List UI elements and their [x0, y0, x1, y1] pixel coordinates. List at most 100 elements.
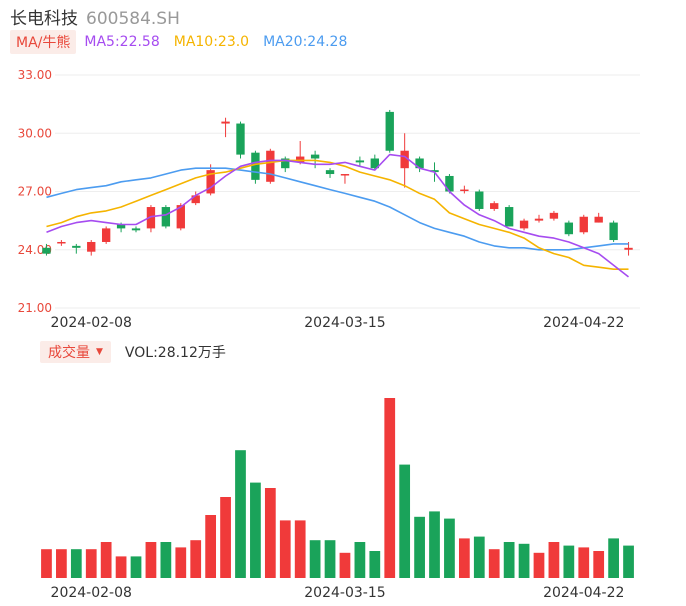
volume-bar: [563, 545, 575, 578]
ma10-label: MA10:23.0: [173, 34, 250, 50]
volume-bar: [264, 488, 276, 578]
candle-body: [355, 160, 365, 163]
volume-bar: [473, 536, 485, 578]
candle-body: [594, 216, 603, 223]
volume-bar: [354, 542, 366, 578]
ma20-label: MA20:24.28: [263, 34, 348, 50]
candle-body: [564, 222, 574, 235]
candle-body: [146, 207, 156, 229]
candle-body: [206, 170, 215, 194]
candle-body: [57, 241, 66, 244]
volume-bar: [56, 549, 67, 578]
x-tick-label: 2024-02-08: [51, 585, 132, 601]
volume-bar: [70, 549, 82, 578]
candle-body: [325, 170, 335, 175]
candle-body: [370, 158, 379, 169]
volume-bar: [85, 549, 97, 578]
volume-bar: [623, 545, 634, 578]
candle-body: [475, 191, 484, 209]
candle-body: [460, 189, 469, 192]
candle-body: [579, 216, 588, 233]
volume-bar: [175, 547, 187, 578]
volume-bar: [429, 511, 440, 578]
candle-body: [415, 158, 424, 169]
volume-bar: [548, 542, 560, 578]
volume-bar: [593, 551, 605, 578]
volume-bar: [309, 540, 321, 578]
ma5-label: MA5:22.58: [84, 34, 160, 50]
ma10-line: [46, 159, 629, 271]
x-tick-label: 2024-04-22: [543, 315, 624, 331]
candle-body: [504, 207, 514, 227]
ma-indicator-selector[interactable]: MA/牛熊: [10, 30, 77, 54]
volume-legend: 成交量 ▼ VOL:28.12万手: [40, 341, 226, 363]
volume-bar: [41, 549, 52, 578]
volume-bar: [578, 547, 590, 578]
candle-body: [87, 241, 96, 252]
volume-bar: [488, 549, 500, 578]
candle-body: [385, 111, 394, 151]
x-tick-label: 2024-03-15: [304, 315, 385, 331]
volume-bar: [518, 543, 530, 578]
candle-body: [161, 207, 171, 227]
candle-body: [340, 174, 350, 176]
volume-bar: [250, 482, 261, 578]
candle-body: [236, 123, 245, 155]
volume-bar: [205, 515, 217, 578]
candle-body: [176, 205, 185, 229]
ma20-line: [46, 167, 629, 251]
stock-code: 600584.SH: [86, 9, 180, 29]
volume-bar: [503, 542, 515, 578]
volume-bar: [339, 552, 351, 578]
volume-bar: [324, 540, 336, 578]
volume-bar: [279, 520, 291, 578]
volume-bar: [160, 542, 172, 578]
ma5-line: [46, 153, 629, 278]
x-tick-label: 2024-02-08: [51, 315, 132, 331]
candle-body: [445, 175, 454, 192]
candle-body: [131, 228, 141, 231]
stock-name: 长电科技: [10, 9, 78, 29]
volume-bar: [130, 556, 142, 578]
x-tick-label: 2024-03-15: [304, 585, 385, 601]
volume-bar: [190, 540, 202, 578]
candle-body: [191, 195, 200, 204]
caret-down-icon: ▼: [96, 347, 103, 357]
y-tick-label: 27.00: [18, 185, 52, 199]
volume-value: VOL:28.12万手: [124, 345, 226, 361]
candle-body: [42, 247, 51, 254]
candle-body: [609, 222, 618, 241]
candle-body: [72, 245, 81, 248]
candle-body: [310, 154, 320, 159]
candle-body: [400, 150, 409, 169]
candle-body: [266, 150, 275, 182]
candle-body: [534, 218, 544, 221]
volume-bar: [458, 538, 470, 578]
candle-body: [624, 247, 633, 250]
candle-body: [519, 220, 529, 229]
volume-indicator-label: 成交量: [48, 345, 90, 361]
candle-body: [116, 224, 126, 229]
volume-bar: [294, 520, 306, 578]
candle-body: [430, 170, 439, 173]
candle-body: [221, 121, 230, 124]
volume-bar: [399, 464, 411, 578]
volume-bar: [100, 542, 112, 578]
volume-bar: [220, 497, 231, 578]
x-tick-label: 2024-04-22: [543, 585, 624, 601]
volume-bar: [608, 538, 619, 578]
stock-header: 长电科技 600584.SH: [10, 4, 180, 29]
y-tick-label: 33.00: [18, 68, 52, 82]
volume-indicator-selector[interactable]: 成交量 ▼: [40, 341, 111, 363]
volume-bar: [444, 518, 455, 578]
volume-bar: [145, 542, 157, 578]
candle-body: [281, 158, 290, 169]
candle-body: [296, 156, 305, 163]
candle-body: [101, 228, 111, 242]
volume-bar: [533, 552, 545, 578]
candle-body: [490, 203, 499, 209]
ma-legend: MA/牛熊 MA5:22.58 MA10:23.0 MA20:24.28: [10, 30, 347, 54]
volume-bar: [115, 556, 127, 578]
volume-bar: [235, 450, 246, 578]
